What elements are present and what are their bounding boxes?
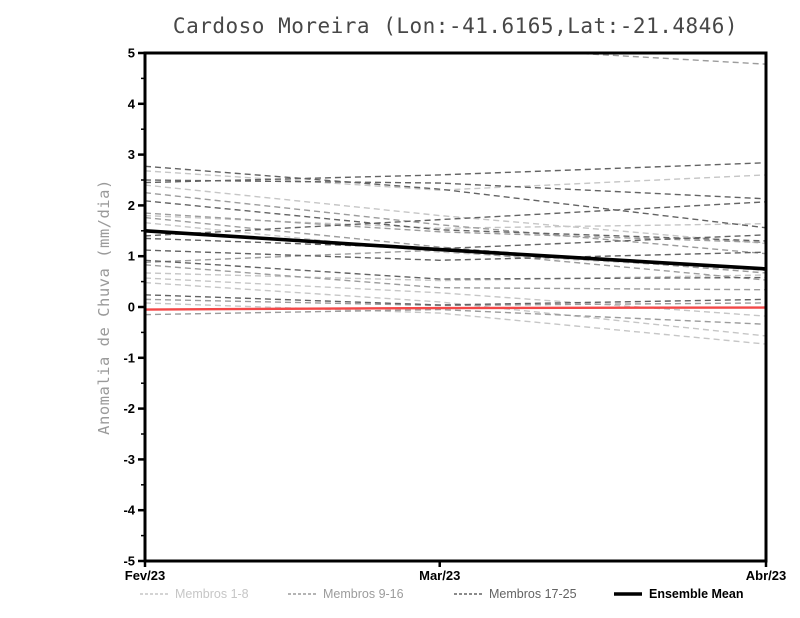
y-tick-label: 1 — [128, 249, 135, 264]
solid-line-sample-icon — [614, 592, 642, 596]
member-line-3 — [145, 214, 766, 229]
legend-item-membros-2: Membros 17-25 — [454, 584, 577, 604]
member-line-2 — [145, 184, 766, 245]
member-line-21 — [145, 201, 766, 237]
y-tick-label: -1 — [123, 350, 135, 365]
member-line-18 — [145, 162, 766, 184]
legend-item-membros-0: Membros 1-8 — [140, 584, 249, 604]
member-line-14 — [145, 264, 766, 291]
y-tick-label: -2 — [123, 401, 135, 416]
member-line-20 — [145, 200, 766, 242]
member-line-24 — [145, 259, 766, 280]
x-tick-label: Mar/23 — [419, 568, 460, 583]
y-tick-label: 5 — [128, 46, 135, 61]
dashed-line-sample-icon — [454, 593, 482, 595]
member-line-23 — [145, 249, 766, 261]
chart-legend: Membros 1-8 Membros 9-16 Membros 17-25 Ense… — [0, 584, 800, 606]
dashed-line-sample-icon — [288, 593, 316, 595]
x-tick-label: Abr/23 — [746, 568, 786, 583]
x-tick-label: Fev/23 — [125, 568, 165, 583]
legend-item-membros-1: Membros 9-16 — [288, 584, 404, 604]
legend-label: Membros 17-25 — [489, 587, 577, 601]
y-tick-label: 0 — [128, 300, 135, 315]
member-line-25 — [145, 294, 766, 306]
member-line-19 — [145, 179, 766, 200]
member-line-9 — [559, 53, 766, 65]
y-tick-label: -4 — [123, 503, 135, 518]
member-line-5 — [145, 272, 766, 282]
member-line-10 — [145, 192, 766, 255]
ensemble-mean-line — [145, 229, 766, 271]
legend-label: Membros 1-8 — [175, 587, 249, 601]
y-tick-label: -3 — [123, 452, 135, 467]
member-line-12 — [145, 216, 766, 274]
chart-title: Cardoso Moreira (Lon:-41.6165,Lat:-21.48… — [172, 14, 739, 38]
legend-label: Ensemble Mean — [649, 587, 744, 601]
member-line-7 — [145, 281, 766, 337]
member-line-17 — [145, 165, 766, 229]
zero-reference-line — [145, 306, 766, 311]
legend-label: Membros 9-16 — [323, 587, 404, 601]
member-line-8 — [145, 302, 766, 345]
member-line-1 — [145, 170, 766, 191]
legend-item-ensemble-mean: Ensemble Mean — [614, 584, 743, 604]
y-tick-label: -5 — [123, 554, 135, 569]
member-line-16 — [145, 308, 766, 325]
dashed-line-sample-icon — [140, 593, 168, 595]
y-tick-label: 4 — [128, 96, 136, 111]
y-tick-label: 3 — [128, 147, 135, 162]
y-tick-label: 2 — [128, 198, 135, 213]
y-axis-label: Anomalia de Chuva (mm/dia) — [95, 179, 113, 435]
